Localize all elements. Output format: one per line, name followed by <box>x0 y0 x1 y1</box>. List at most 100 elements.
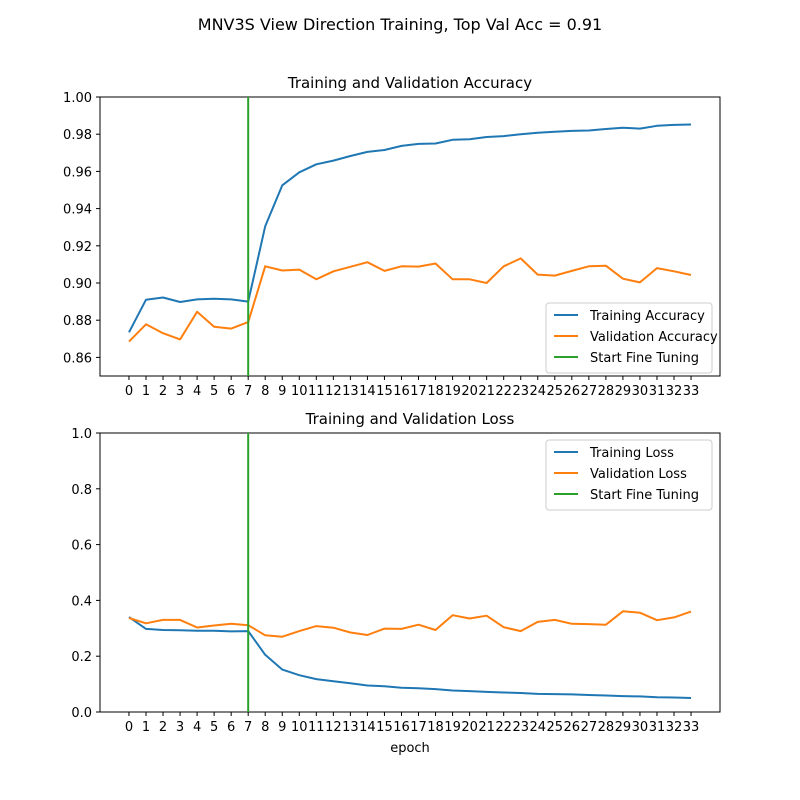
accuracy-xtick-label: 7 <box>244 384 252 399</box>
loss-xtick-label: 29 <box>615 720 632 735</box>
loss-xtick-label: 30 <box>632 720 649 735</box>
accuracy-xtick-label: 24 <box>529 384 546 399</box>
accuracy-xtick-label: 16 <box>393 384 410 399</box>
accuracy-xtick-label: 18 <box>427 384 444 399</box>
accuracy-legend-label: Validation Accuracy <box>590 330 718 345</box>
accuracy-plot-frame <box>99 96 721 377</box>
accuracy-xtick-label: 13 <box>342 384 359 399</box>
loss-xtick-label: 15 <box>376 720 393 735</box>
loss-xtick-label: 13 <box>342 720 359 735</box>
loss-ytick-label: 0.4 <box>71 594 92 609</box>
accuracy-xtick-label: 23 <box>512 384 529 399</box>
accuracy-xtick-label: 19 <box>444 384 461 399</box>
accuracy-series-validation-line <box>128 257 692 343</box>
accuracy-ytick-label: 0.90 <box>63 277 92 292</box>
loss-xtick-label: 27 <box>581 720 598 735</box>
accuracy-xtick-label: 11 <box>308 384 325 399</box>
loss-ytick-label: 0.2 <box>71 650 92 665</box>
accuracy-ytick-label: 0.88 <box>63 314 92 329</box>
loss-ytick-label: 1.0 <box>71 427 92 442</box>
accuracy-xtick-label: 6 <box>227 384 235 399</box>
loss-xtick-label: 32 <box>666 720 683 735</box>
accuracy-legend-label: Training Accuracy <box>589 309 705 324</box>
loss-xtick-label: 2 <box>159 720 167 735</box>
loss-xtick-label: 6 <box>227 720 235 735</box>
loss-xtick-label: 8 <box>261 720 269 735</box>
loss-xtick-label: 0 <box>125 720 133 735</box>
loss-ytick-label: 0.6 <box>71 539 92 554</box>
accuracy-ytick-label: 0.96 <box>63 165 92 180</box>
loss-xtick-label: 31 <box>649 720 666 735</box>
accuracy-xtick-label: 33 <box>683 384 700 399</box>
accuracy-xtick-label: 2 <box>159 384 167 399</box>
accuracy-ytick-label: 0.98 <box>63 128 92 143</box>
accuracy-xtick-label: 28 <box>598 384 615 399</box>
loss-series-training-line <box>128 616 692 699</box>
loss-ytick-label: 0.0 <box>71 706 92 721</box>
loss-xtick-label: 12 <box>325 720 342 735</box>
loss-xtick-label: 14 <box>359 720 376 735</box>
accuracy-chart-title: Training and Validation Accuracy <box>287 74 532 92</box>
accuracy-xtick-label: 14 <box>359 384 376 399</box>
loss-series-validation-line <box>128 610 692 638</box>
accuracy-ytick-label: 0.86 <box>63 351 92 366</box>
accuracy-xtick-label: 17 <box>410 384 427 399</box>
accuracy-xtick-label: 4 <box>193 384 201 399</box>
loss-xtick-label: 1 <box>142 720 150 735</box>
loss-xtick-label: 19 <box>444 720 461 735</box>
accuracy-xtick-label: 31 <box>649 384 666 399</box>
loss-chart-xlabel: epoch <box>390 741 430 756</box>
loss-xtick-label: 28 <box>598 720 615 735</box>
figure-suptitle: MNV3S View Direction Training, Top Val A… <box>198 15 602 34</box>
accuracy-legend: Training Accuracy Validation Accuracy Star… <box>545 302 718 374</box>
accuracy-xtick-label: 29 <box>615 384 632 399</box>
accuracy-legend-label: Start Fine Tuning <box>590 351 699 366</box>
loss-xtick-label: 18 <box>427 720 444 735</box>
accuracy-xtick-label: 5 <box>210 384 218 399</box>
accuracy-xtick-label: 8 <box>261 384 269 399</box>
accuracy-xtick-label: 32 <box>666 384 683 399</box>
loss-legend-box <box>545 439 713 511</box>
accuracy-xtick-label: 12 <box>325 384 342 399</box>
accuracy-xtick-label: 22 <box>495 384 512 399</box>
accuracy-xtick-label: 30 <box>632 384 649 399</box>
accuracy-xtick-label: 25 <box>547 384 564 399</box>
loss-xtick-label: 11 <box>308 720 325 735</box>
accuracy-xtick-label: 3 <box>176 384 184 399</box>
accuracy-ytick-label: 0.94 <box>63 203 92 218</box>
accuracy-xtick-label: 27 <box>581 384 598 399</box>
accuracy-xtick-label: 26 <box>564 384 581 399</box>
loss-xtick-label: 26 <box>564 720 581 735</box>
loss-xtick-label: 17 <box>410 720 427 735</box>
accuracy-legend-box <box>545 302 713 374</box>
accuracy-series-training-line <box>128 123 692 333</box>
loss-xtick-label: 22 <box>495 720 512 735</box>
accuracy-xtick-label: 15 <box>376 384 393 399</box>
loss-legend-label: Start Fine Tuning <box>590 488 699 503</box>
loss-xtick-label: 3 <box>176 720 184 735</box>
accuracy-xtick-label: 0 <box>125 384 133 399</box>
loss-xtick-label: 24 <box>529 720 546 735</box>
loss-xtick-label: 9 <box>278 720 286 735</box>
accuracy-xtick-label: 21 <box>478 384 495 399</box>
loss-xtick-label: 20 <box>461 720 478 735</box>
accuracy-xtick-label: 10 <box>291 384 308 399</box>
accuracy-ytick-label: 0.92 <box>63 240 92 255</box>
accuracy-ytick-label: 1.00 <box>63 91 92 106</box>
loss-legend: Training Loss Validation Loss Start Fine T… <box>545 439 713 511</box>
loss-legend-label: Validation Loss <box>590 467 687 482</box>
loss-chart-title: Training and Validation Loss <box>305 410 515 428</box>
loss-xtick-label: 4 <box>193 720 201 735</box>
loss-ytick-label: 0.8 <box>71 483 92 498</box>
loss-plot-frame <box>99 432 721 713</box>
loss-legend-label: Training Loss <box>589 446 674 461</box>
loss-xtick-label: 10 <box>291 720 308 735</box>
accuracy-xtick-label: 9 <box>278 384 286 399</box>
loss-xtick-label: 21 <box>478 720 495 735</box>
loss-xtick-label: 16 <box>393 720 410 735</box>
loss-xtick-label: 33 <box>683 720 700 735</box>
loss-xtick-label: 23 <box>512 720 529 735</box>
